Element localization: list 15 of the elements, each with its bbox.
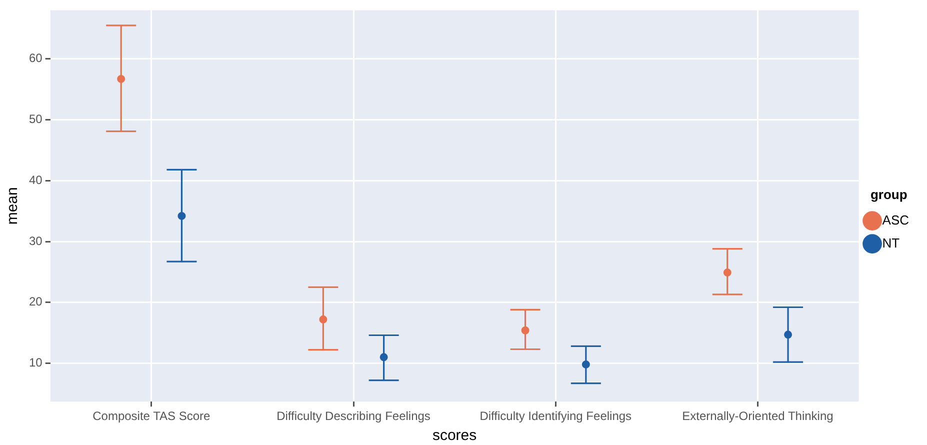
legend-label: NT [882,235,900,250]
y-tick-label: 50 [28,112,43,126]
y-tick-label: 30 [28,234,43,248]
y-tick-label: 60 [28,51,43,66]
x-axis-title: scores [432,427,477,444]
x-tick-label: Composite TAS Score [92,409,211,424]
y-tick-label: 40 [28,172,43,187]
y-tick-label: 20 [28,294,43,309]
y-tick-label: 10 [28,356,43,370]
legend-label: ASC [882,212,910,228]
y-axis-title: mean [4,187,22,225]
x-tick-label: Difficulty Identifying Feelings [480,409,632,424]
x-tick-label: Externally-Oriented Thinking [682,409,834,424]
x-tick-label: Difficulty Describing Feelings [276,409,430,424]
legend-title: group [870,186,908,202]
